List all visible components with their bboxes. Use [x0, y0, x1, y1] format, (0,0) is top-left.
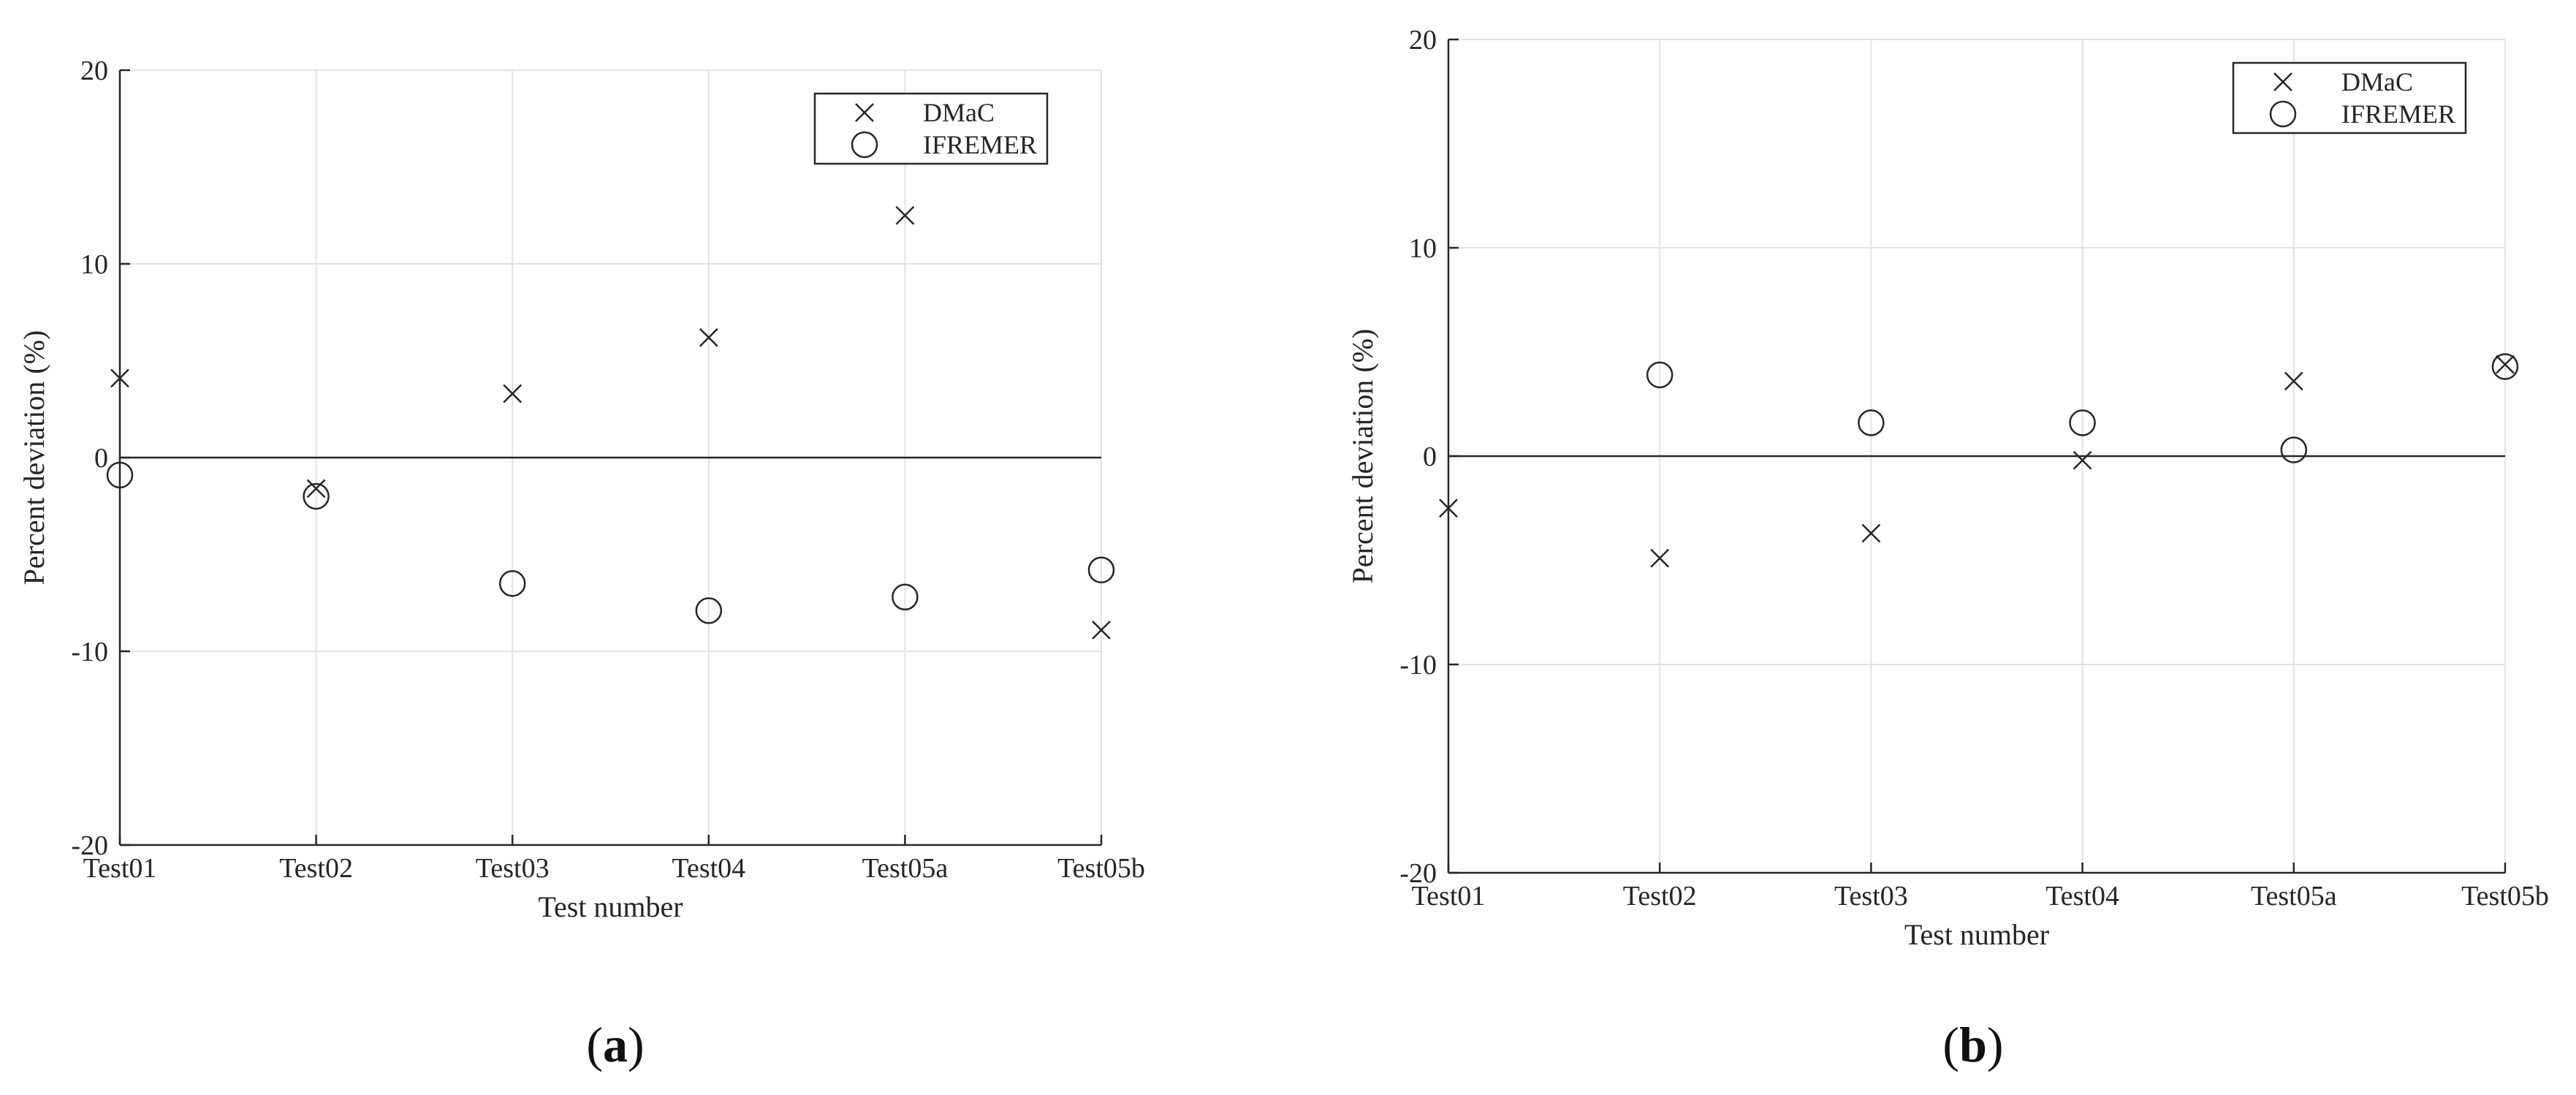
x-axis-title: Test number	[538, 890, 683, 923]
y-tick-label: 10	[1409, 233, 1437, 264]
y-axis-title: Percent deviation (%)	[18, 330, 50, 586]
y-tick-label: -20	[71, 830, 108, 861]
chart-panel-b: -20 -10 0 10 20 Test01 Test02 Test03 Test04 Test0…	[1288, 0, 2576, 1095]
data-point-ifremer-test01	[106, 461, 134, 489]
data-point-dmac-test05b	[2496, 355, 2515, 374]
x-tick-label: Test02	[279, 853, 353, 884]
data-point-ifremer-test05b	[1087, 556, 1115, 583]
legend-marker-dmac	[855, 103, 874, 122]
x-tick-label: Test04	[672, 853, 745, 884]
legend-label-dmac: DMaC	[2341, 67, 2413, 96]
data-point-ifremer-test05b	[2491, 353, 2519, 380]
y-tick-label: 10	[80, 249, 108, 280]
data-point-ifremer-test04	[2069, 409, 2096, 436]
y-tick-label: 0	[1423, 442, 1437, 472]
legend-marker-ifremer	[2269, 100, 2297, 128]
y-tick-label: 20	[80, 56, 108, 86]
x-tick-label: Test05a	[862, 853, 949, 884]
x-tick-label: Test05b	[2461, 881, 2549, 912]
data-point-dmac-test05a	[895, 205, 915, 225]
y-axis-title: Percent deviation (%)	[1346, 329, 1379, 584]
legend-marker-ifremer	[851, 131, 878, 159]
data-point-dmac-test02	[1650, 548, 1670, 568]
x-tick-label: Test05b	[1057, 853, 1145, 884]
data-point-ifremer-test05a	[892, 583, 919, 611]
x-tick-label: Test03	[1834, 881, 1908, 912]
data-point-dmac-test04	[2072, 450, 2092, 470]
x-tick-label: Test04	[2045, 881, 2119, 912]
data-point-ifremer-test03	[1858, 409, 1885, 436]
legend-label-dmac: DMaC	[923, 98, 995, 127]
data-point-ifremer-test02	[303, 482, 330, 510]
data-point-ifremer-test03	[498, 570, 526, 597]
panel-caption: (b)	[1942, 1017, 2003, 1072]
y-tick-label: 20	[1409, 25, 1437, 56]
legend-label-ifremer: IFREMER	[923, 130, 1037, 159]
data-point-dmac-test03	[1861, 523, 1881, 543]
data-point-ifremer-test02	[1646, 361, 1673, 389]
data-point-dmac-test01	[1439, 499, 1458, 518]
data-point-dmac-test01	[110, 368, 129, 388]
legend-label-ifremer: IFREMER	[2341, 99, 2455, 129]
x-tick-label: Test01	[83, 853, 157, 884]
data-point-ifremer-test04	[695, 597, 723, 624]
y-tick-label: 0	[94, 443, 108, 474]
chart-svg-b: -20 -10 0 10 20 Test01 Test02 Test03 Test04 Test0…	[1346, 25, 2549, 1072]
x-axis-title: Test number	[1904, 918, 2049, 951]
data-point-dmac-test05b	[1092, 620, 1111, 640]
data-point-dmac-test03	[503, 384, 523, 403]
x-tick-label: Test03	[476, 853, 550, 884]
chart-panel-a: -20 -10 0 10 20 Test01 Test02 Test03 Test04 Test0…	[18, 56, 1145, 1072]
x-tick-label: Test05a	[2251, 881, 2337, 912]
panel-caption: (a)	[586, 1017, 644, 1072]
legend-marker-dmac	[2273, 72, 2292, 91]
y-tick-label: -20	[1399, 858, 1437, 889]
y-tick-label: -10	[71, 637, 108, 667]
data-point-dmac-test05a	[2284, 371, 2303, 391]
y-tick-label: -10	[1399, 650, 1437, 681]
x-tick-label: Test02	[1623, 881, 1697, 912]
data-point-dmac-test02	[306, 479, 326, 499]
data-point-dmac-test04	[699, 327, 718, 347]
data-point-ifremer-test05a	[2280, 436, 2308, 463]
x-tick-label: Test01	[1412, 881, 1486, 912]
chart-svg-a: -20 -10 0 10 20 Test01 Test02 Test03 Test04 Test0…	[18, 56, 1145, 1072]
